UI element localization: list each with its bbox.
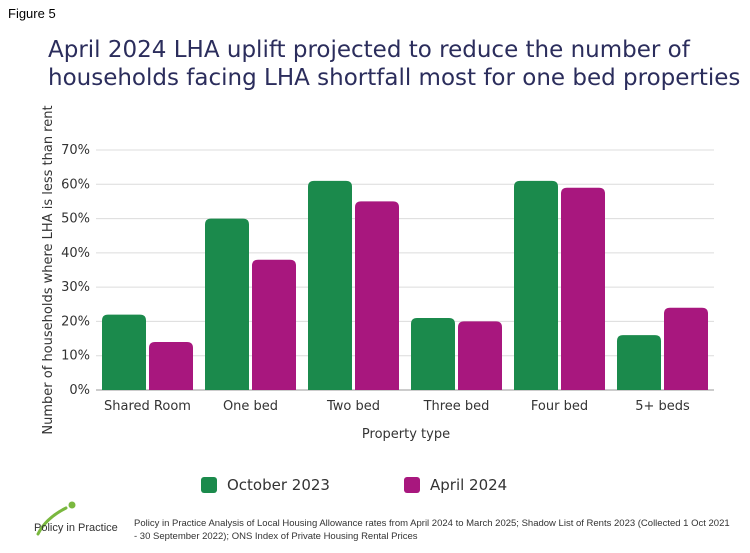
y-tick-label: 40% xyxy=(61,246,90,261)
footer: Policy in Practice Policy in Practice An… xyxy=(30,496,745,552)
legend: October 2023 April 2024 xyxy=(0,476,750,502)
legend-swatch xyxy=(404,477,420,493)
x-tick-label: One bed xyxy=(223,399,278,414)
bar-two-bed-april-2024 xyxy=(355,201,399,390)
y-axis-ticks: 0% 10% 20% 30% 40% 50% 60% 70% xyxy=(61,143,90,398)
bar-four-bed-april-2024 xyxy=(561,187,605,390)
bar-5-beds-april-2024 xyxy=(664,307,708,390)
logo-text: Policy in Practice xyxy=(34,522,118,534)
policy-in-practice-logo xyxy=(36,501,76,536)
x-tick-label: Shared Room xyxy=(104,399,191,414)
legend-item-april-2024: April 2024 xyxy=(404,476,507,494)
chart-title: April 2024 LHA uplift projected to reduc… xyxy=(48,37,741,91)
x-tick-label: Four bed xyxy=(531,399,588,414)
y-tick-label: 60% xyxy=(61,177,90,192)
y-tick-label: 20% xyxy=(61,314,90,329)
bar-two-bed-october-2023 xyxy=(308,180,352,390)
legend-item-october-2023: October 2023 xyxy=(201,476,330,494)
y-tick-label: 50% xyxy=(61,212,90,227)
y-tick-label: 70% xyxy=(61,143,90,158)
legend-swatch xyxy=(201,477,217,493)
x-axis-title: Property type xyxy=(362,427,450,442)
bar-three-bed-october-2023 xyxy=(411,318,455,390)
y-tick-label: 10% xyxy=(61,349,90,364)
bars xyxy=(102,180,708,390)
bar-one-bed-october-2023 xyxy=(205,218,249,390)
bar-shared-room-april-2024 xyxy=(149,342,193,390)
grid-lines xyxy=(96,149,714,391)
bar-three-bed-april-2024 xyxy=(458,321,502,390)
bar-5-beds-october-2023 xyxy=(617,335,661,390)
bar-one-bed-april-2024 xyxy=(252,259,296,390)
y-axis-title: Number of households where LHA is less t… xyxy=(41,105,56,434)
y-tick-label: 30% xyxy=(61,280,90,295)
figure-label: Figure 5 xyxy=(8,6,56,21)
legend-label: October 2023 xyxy=(227,476,330,494)
legend-label: April 2024 xyxy=(430,476,508,494)
bar-four-bed-october-2023 xyxy=(514,180,558,390)
y-tick-label: 0% xyxy=(69,383,90,398)
bar-chart: 0% 10% 20% 30% 40% 50% 60% 70% Shared Room One b… xyxy=(41,105,714,442)
source-note: Policy in Practice Analysis of Local Hou… xyxy=(134,518,730,542)
x-tick-label: 5+ beds xyxy=(635,399,690,414)
x-tick-label: Three bed xyxy=(423,399,490,414)
bar-shared-room-october-2023 xyxy=(102,314,146,390)
x-axis-ticks: Shared Room One bed Two bed Three bed Four b… xyxy=(104,399,690,414)
x-tick-label: Two bed xyxy=(326,399,380,414)
